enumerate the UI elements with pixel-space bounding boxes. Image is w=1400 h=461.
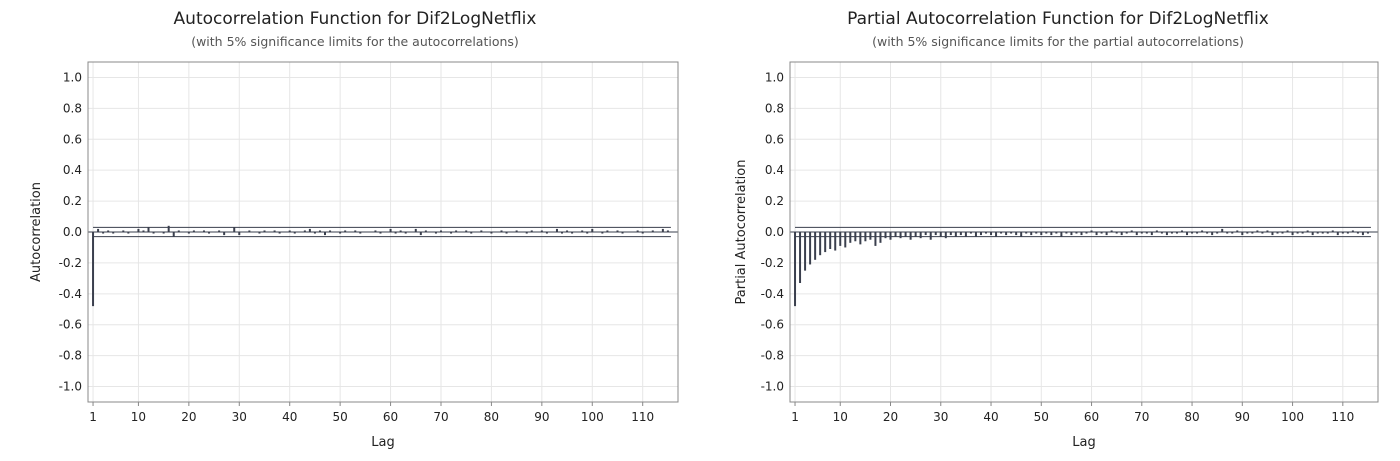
x-tick-label: 30 — [933, 410, 948, 424]
x-tick-label: 110 — [1331, 410, 1354, 424]
chart-subtitle: (with 5% significance limits for the par… — [872, 34, 1244, 49]
x-tick-label: 80 — [484, 410, 499, 424]
plot-frame — [789, 61, 1379, 403]
y-tick-label: -0.8 — [59, 349, 82, 363]
chart-title: Autocorrelation Function for Dif2LogNetf… — [174, 9, 537, 29]
x-tick-label: 40 — [282, 410, 297, 424]
y-tick-label: -0.6 — [59, 318, 82, 332]
x-tick-label: 110 — [631, 410, 654, 424]
y-tick-label: -0.4 — [761, 287, 784, 301]
y-tick-label: 0.6 — [765, 132, 784, 146]
x-tick-label: 20 — [181, 410, 196, 424]
y-tick-label: 0.0 — [63, 225, 82, 239]
y-tick-label: -0.8 — [761, 349, 784, 363]
y-tick-label: -0.2 — [761, 256, 784, 270]
x-tick-label: 80 — [1184, 410, 1199, 424]
plot-frame — [87, 61, 679, 403]
x-tick-label: 30 — [232, 410, 247, 424]
x-tick-label: 60 — [383, 410, 398, 424]
y-tick-label: -0.2 — [59, 256, 82, 270]
y-axis-label: Partial Autocorrelation — [734, 160, 749, 305]
y-tick-label: 0.6 — [63, 132, 82, 146]
x-tick-label: 10 — [833, 410, 848, 424]
y-tick-label: 0.2 — [63, 194, 82, 208]
x-tick-label: 50 — [332, 410, 347, 424]
x-tick-label: 1 — [89, 410, 97, 424]
y-tick-label: -0.4 — [59, 287, 82, 301]
chart-title: Partial Autocorrelation Function for Dif… — [847, 9, 1269, 29]
y-tick-label: -1.0 — [761, 380, 784, 394]
y-tick-label: 0.0 — [765, 225, 784, 239]
x-tick-label: 50 — [1034, 410, 1049, 424]
y-tick-label: -0.6 — [761, 318, 784, 332]
y-tick-label: 0.8 — [765, 101, 784, 115]
y-tick-label: -1.0 — [59, 380, 82, 394]
x-tick-label: 70 — [1134, 410, 1149, 424]
chart-subtitle: (with 5% significance limits for the aut… — [191, 34, 519, 49]
x-tick-label: 1 — [791, 410, 799, 424]
x-tick-label: 100 — [581, 410, 604, 424]
y-tick-label: 0.4 — [765, 163, 784, 177]
x-tick-label: 60 — [1084, 410, 1099, 424]
y-tick-label: 0.4 — [63, 163, 82, 177]
y-tick-label: 0.8 — [63, 101, 82, 115]
y-tick-label: 0.2 — [765, 194, 784, 208]
y-tick-label: 1.0 — [765, 70, 784, 84]
y-tick-label: 1.0 — [63, 70, 82, 84]
x-tick-label: 10 — [131, 410, 146, 424]
x-tick-label: 90 — [534, 410, 549, 424]
y-axis-label: Autocorrelation — [29, 182, 44, 282]
x-tick-label: 90 — [1235, 410, 1250, 424]
x-tick-label: 100 — [1281, 410, 1304, 424]
x-tick-label: 70 — [433, 410, 448, 424]
x-tick-label: 20 — [883, 410, 898, 424]
x-tick-label: 40 — [983, 410, 998, 424]
x-axis-label: Lag — [371, 435, 394, 450]
x-axis-label: Lag — [1072, 435, 1095, 450]
